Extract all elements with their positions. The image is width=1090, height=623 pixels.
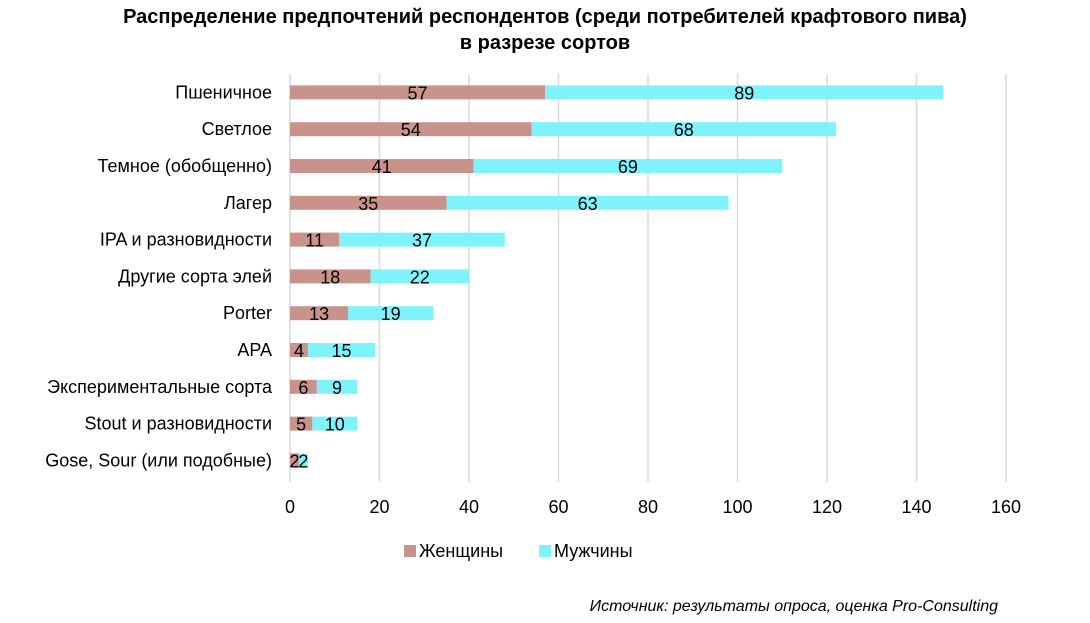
- category-label: Пшеничное: [175, 82, 272, 102]
- bar-segment-women: [290, 453, 299, 468]
- data-label: 89: [734, 83, 754, 103]
- data-label: 22: [410, 267, 430, 287]
- bar-segment-women: [290, 159, 474, 173]
- data-label: 10: [325, 415, 345, 435]
- category-label: Другие сорта элей: [118, 266, 272, 286]
- data-label: 41: [372, 157, 392, 177]
- bar-segment-men: [307, 343, 376, 357]
- data-label: 68: [674, 120, 694, 140]
- chart-title-line-1: Распределение предпочтений респондентов …: [123, 6, 967, 28]
- bar-segment-men: [370, 269, 469, 284]
- bar-segment-men: [339, 232, 505, 247]
- category-label: Лагер: [224, 193, 272, 213]
- data-label: 11: [305, 231, 324, 251]
- bar-segment-men: [312, 416, 358, 431]
- data-label: 54: [401, 120, 421, 140]
- data-label: 6: [298, 378, 308, 398]
- data-label: 2: [289, 451, 299, 471]
- category-label: APA: [237, 340, 272, 360]
- category-label: Светлое: [202, 119, 272, 139]
- x-tick-label: 40: [459, 497, 479, 517]
- data-label: 13: [309, 304, 329, 324]
- data-label: 63: [578, 194, 598, 214]
- bar-segment-men: [473, 159, 783, 173]
- category-label: IPA и разновидности: [100, 230, 272, 250]
- bar-segment-men: [348, 306, 434, 321]
- category-label: Porter: [223, 303, 272, 323]
- data-label: 18: [320, 267, 340, 287]
- legend-swatch: [539, 545, 551, 557]
- x-tick-label: 20: [369, 497, 389, 517]
- category-label: Экспериментальные сорта: [47, 377, 273, 397]
- category-label: Stout и разновидности: [85, 414, 272, 434]
- bar-segment-women: [290, 195, 447, 210]
- bar-segment-men: [446, 195, 729, 210]
- gridlines: [289, 74, 1007, 482]
- data-label: 9: [332, 378, 342, 398]
- data-label: 15: [331, 341, 351, 361]
- data-label: 37: [412, 231, 432, 251]
- bar-segment-men: [298, 453, 308, 468]
- x-tick-label: 120: [812, 497, 842, 517]
- legend-label: Женщины: [419, 541, 503, 561]
- source-note: Источник: результаты опроса, оценка Pro-…: [589, 598, 998, 615]
- bar-segment-men: [316, 379, 358, 394]
- bar-segment-men: [545, 85, 944, 100]
- x-tick-label: 0: [285, 497, 295, 517]
- bar-segment-men: [531, 122, 836, 137]
- category-label: Gose, Sour (или подобные): [45, 450, 272, 470]
- data-label: 35: [358, 194, 378, 214]
- bar-segment-women: [290, 379, 317, 394]
- bar-segment-women: [290, 122, 532, 137]
- x-tick-label: 100: [722, 497, 752, 517]
- category-label: Темное (обобщенно): [98, 156, 272, 176]
- x-tick-label: 140: [901, 497, 931, 517]
- bar-segment-women: [290, 85, 546, 100]
- data-label: 5: [296, 415, 306, 435]
- legend-swatch: [404, 545, 416, 557]
- data-label: 2: [298, 451, 308, 471]
- data-label: 4: [294, 341, 304, 361]
- bar-segment-women: [290, 416, 313, 431]
- x-tick-label: 80: [638, 497, 658, 517]
- bar-segment-women: [290, 306, 349, 321]
- bar-segment-women: [290, 269, 371, 284]
- bar-segment-women: [290, 343, 308, 357]
- x-tick-label: 60: [548, 497, 568, 517]
- data-label: 69: [618, 157, 638, 177]
- legend: Женщины Мужчины: [404, 541, 633, 561]
- data-label: 19: [381, 304, 401, 324]
- category-labels: Пшеничное Светлое Темное (обобщенно) Лагер I…: [45, 82, 273, 470]
- data-label: 57: [408, 83, 428, 103]
- legend-label: Мужчины: [554, 541, 633, 561]
- chart-title: Распределение предпочтений респондентов …: [0, 4, 1090, 56]
- x-tick-labels: 0 20 40 60 80 100 120 140 160: [285, 497, 1021, 517]
- chart-title-line-2: в разрезе сортов: [459, 32, 631, 54]
- bar-segment-women: [290, 232, 340, 247]
- x-tick-label: 160: [991, 497, 1021, 517]
